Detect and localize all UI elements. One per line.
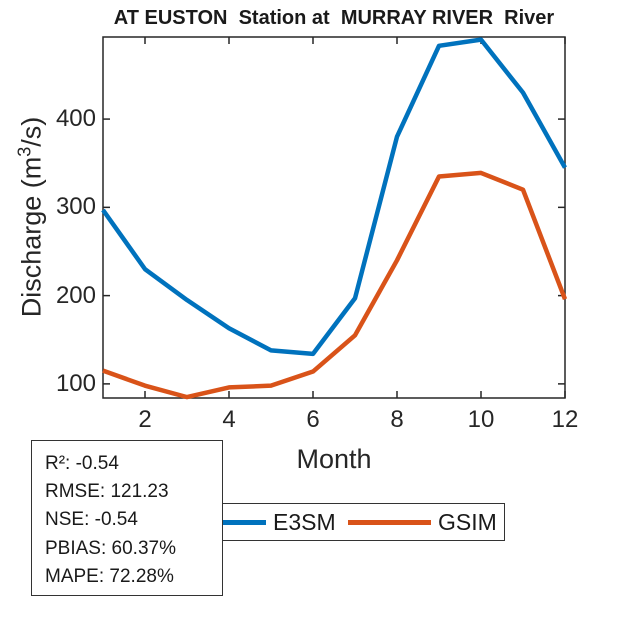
gsim-series-line [102, 170, 568, 400]
y-axis-label-superscript: 3 [14, 146, 35, 157]
y-tick-label: 100 [55, 369, 96, 397]
plot-frame [102, 36, 566, 399]
x-tick-label: 2 [138, 406, 152, 433]
stats-pbias: PBIAS: 60.37% [45, 537, 176, 559]
e3sm-series-line [101, 37, 567, 357]
y-tick-label: 200 [55, 281, 96, 309]
y-tick-label: 400 [55, 105, 96, 133]
gsim-legend-line-sample [348, 520, 431, 525]
stats-nse: NSE: -0.54 [45, 509, 138, 531]
y-axis-label-text: Discharge (m [16, 156, 47, 318]
e3sm-legend-line-sample [183, 520, 266, 525]
y-axis-label: Discharge (m3/s) [15, 117, 48, 318]
x-tick-label: 8 [390, 406, 404, 433]
x-tick-label: 12 [551, 406, 579, 433]
x-tick-label: 6 [306, 406, 320, 433]
stats-box: R²: -0.54 RMSE: 121.23 NSE: -0.54 PBIAS:… [31, 440, 223, 596]
y-tick-label: 300 [55, 193, 96, 221]
x-tick-label: 4 [222, 406, 236, 433]
stats-r2: R²: -0.54 [45, 453, 119, 474]
gsim-legend-label: GSIM [438, 509, 497, 535]
chart-title: AT EUSTON Station at MURRAY RIVER River [113, 7, 555, 29]
x-tick-label: 10 [467, 406, 495, 433]
stats-mape: MAPE: 72.28% [45, 565, 174, 587]
stats-rmse: RMSE: 121.23 [45, 481, 169, 503]
legend: E3SM GSIM [172, 503, 505, 541]
x-axis-label: Month [296, 444, 372, 474]
y-axis-label-unit: /s) [16, 116, 47, 147]
e3sm-legend-label: E3SM [273, 509, 336, 535]
